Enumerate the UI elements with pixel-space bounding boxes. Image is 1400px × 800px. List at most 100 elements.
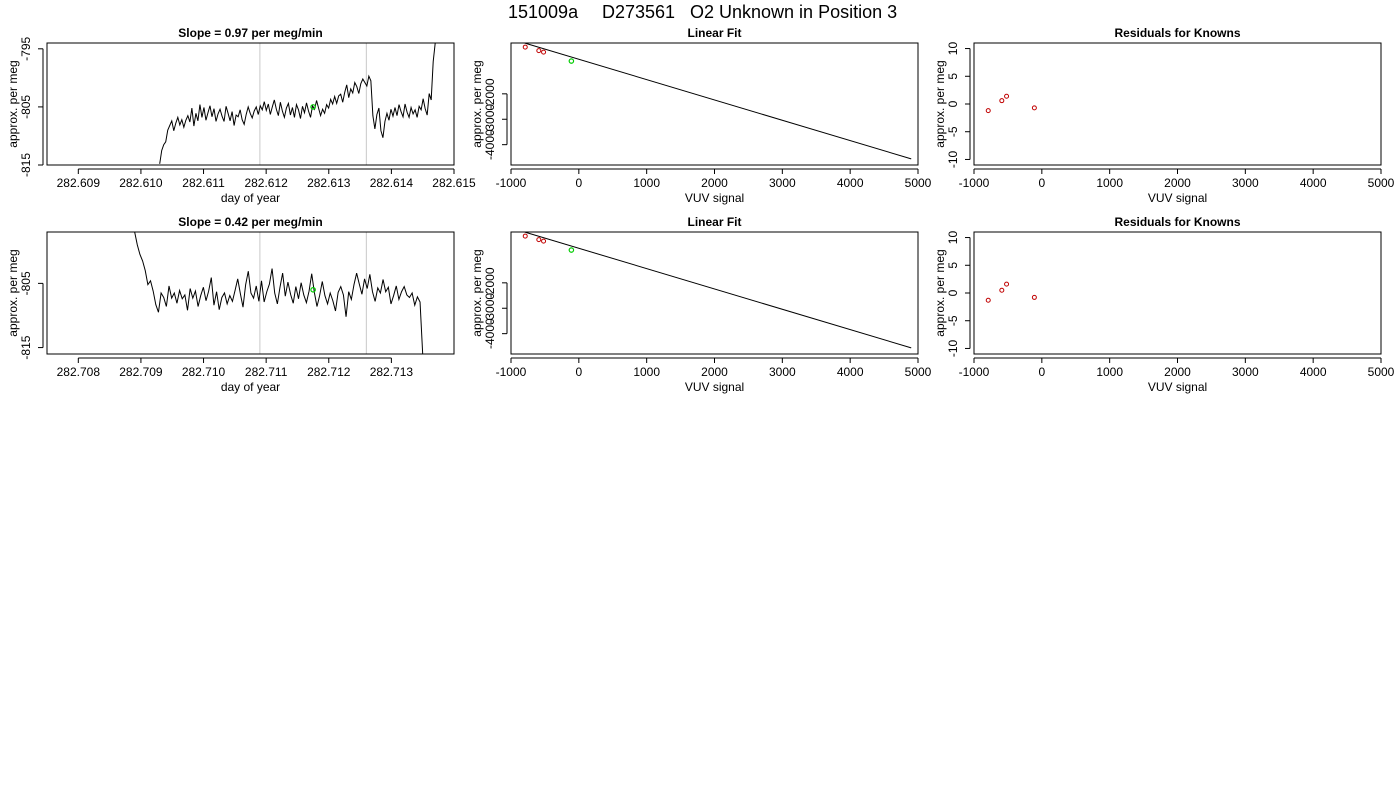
known-point (985, 108, 991, 114)
panel-6: Residuals for Knowns -1000 0 1000 2000 3000 40… (933, 215, 1395, 394)
y-axis-label: approx. per meg (6, 60, 20, 147)
panel-5: Linear Fit -1000 0 1000 2000 3000 4000 5000 VUV … (470, 215, 932, 394)
known-point (541, 49, 547, 55)
plot-area (985, 93, 1037, 114)
y-tick-label: 5 (946, 73, 960, 80)
x-tick-label: 1000 (1096, 365, 1123, 379)
x-tick-label: 282.613 (307, 176, 351, 190)
plot-area (522, 43, 912, 160)
x-axis-label: VUV signal (1148, 191, 1207, 205)
x-tick-label: 282.609 (57, 176, 101, 190)
x-tick-label: 3000 (1232, 365, 1259, 379)
x-axis-label: day of year (221, 191, 280, 205)
plot-frame (973, 42, 1382, 166)
series-line (159, 43, 436, 164)
series-line (134, 232, 424, 354)
x-tick-label: 2000 (1164, 176, 1191, 190)
x-tick-label: 282.710 (182, 365, 226, 379)
y-tick-label: -3000 (483, 293, 497, 324)
x-tick-label: -1000 (496, 365, 527, 379)
x-tick-label: 4000 (837, 176, 864, 190)
y-tick-label: -805 (19, 95, 33, 119)
known-point (1031, 294, 1037, 300)
panel-2: Linear Fit -1000 0 1000 2000 3000 4000 5000 VUV … (470, 26, 932, 205)
panel-title: Residuals for Knowns (1114, 215, 1240, 229)
known-point (1004, 281, 1010, 287)
x-tick-label: 5000 (1368, 176, 1395, 190)
plot-frame (973, 231, 1382, 355)
x-tick-label: 282.612 (244, 176, 288, 190)
known-point (541, 238, 547, 244)
x-axis-label: VUV signal (685, 191, 744, 205)
y-tick-label: -2000 (483, 267, 497, 298)
fit-line (524, 232, 912, 349)
x-tick-label: 5000 (905, 176, 932, 190)
y-axis-label: approx. per meg (933, 249, 947, 336)
y-axis-label: approx. per meg (933, 60, 947, 147)
panel-1: Slope = 0.97 per meg/min 282.609 282.610 28… (6, 26, 476, 205)
plot-frame (510, 231, 919, 355)
x-tick-label: 2000 (701, 176, 728, 190)
y-tick-label: 0 (946, 289, 960, 296)
y-tick-label: -805 (19, 271, 33, 295)
y-tick-label: -10 (946, 339, 960, 357)
known-point (999, 287, 1005, 293)
x-tick-label: 4000 (1300, 176, 1327, 190)
x-axis-label: VUV signal (1148, 380, 1207, 394)
x-tick-label: -1000 (959, 365, 990, 379)
x-tick-label: 4000 (837, 365, 864, 379)
y-axis-label: approx. per meg (6, 249, 20, 336)
y-tick-label: -795 (19, 36, 33, 60)
figure-title-run-id: 151009a (508, 2, 579, 22)
x-tick-label: 282.711 (245, 365, 288, 379)
y-tick-label: -3000 (483, 104, 497, 135)
x-tick-label: -1000 (496, 176, 527, 190)
y-tick-label: 10 (946, 42, 960, 56)
unknown-point (568, 247, 575, 253)
x-tick-label: 5000 (1368, 365, 1395, 379)
x-axis-label: day of year (221, 380, 280, 394)
y-tick-label: -10 (946, 150, 960, 168)
panel-4: Slope = 0.42 per meg/min 282.708 282.709 28… (6, 215, 455, 394)
y-tick-label: -815 (19, 153, 33, 177)
y-axis-label: approx. per meg (470, 249, 484, 336)
panel-title: Slope = 0.42 per meg/min (178, 215, 322, 229)
x-tick-label: 3000 (769, 176, 796, 190)
known-point (522, 233, 528, 239)
x-tick-label: 3000 (1232, 176, 1259, 190)
x-tick-label: 282.614 (370, 176, 414, 190)
x-tick-label: 5000 (905, 365, 932, 379)
y-tick-label: -5 (946, 315, 960, 326)
x-tick-label: 2000 (701, 365, 728, 379)
known-point (536, 48, 542, 54)
y-tick-label: -815 (19, 335, 33, 359)
panel-grid: Slope = 0.97 per meg/min 282.609 282.610 28… (6, 26, 1395, 394)
y-tick-label: 0 (946, 100, 960, 107)
x-tick-label: 282.712 (307, 365, 351, 379)
x-tick-label: 1000 (1096, 176, 1123, 190)
panel-3: Residuals for Knowns -1000 0 1000 2000 3000 40… (933, 26, 1395, 205)
x-tick-label: 0 (1038, 365, 1045, 379)
panel-title: Slope = 0.97 per meg/min (178, 26, 322, 40)
x-tick-label: 282.611 (182, 176, 225, 190)
x-tick-label: 282.610 (119, 176, 163, 190)
plot-area (985, 281, 1037, 303)
x-tick-label: 0 (575, 176, 582, 190)
panel-title: Linear Fit (687, 26, 741, 40)
known-point (985, 297, 991, 303)
x-tick-label: 282.713 (370, 365, 414, 379)
y-tick-label: -5 (946, 126, 960, 137)
x-tick-label: 0 (575, 365, 582, 379)
fit-line (524, 43, 912, 160)
plot-frame (46, 42, 455, 166)
x-tick-label: 282.708 (57, 365, 101, 379)
x-tick-label: 3000 (769, 365, 796, 379)
plot-area (522, 232, 912, 349)
y-tick-label: -4000 (483, 318, 497, 349)
x-tick-label: 4000 (1300, 365, 1327, 379)
known-point (999, 98, 1005, 104)
x-tick-label: 1000 (633, 365, 660, 379)
figure-title-sample-id: D273561 (602, 2, 675, 22)
plot-area (159, 43, 436, 165)
